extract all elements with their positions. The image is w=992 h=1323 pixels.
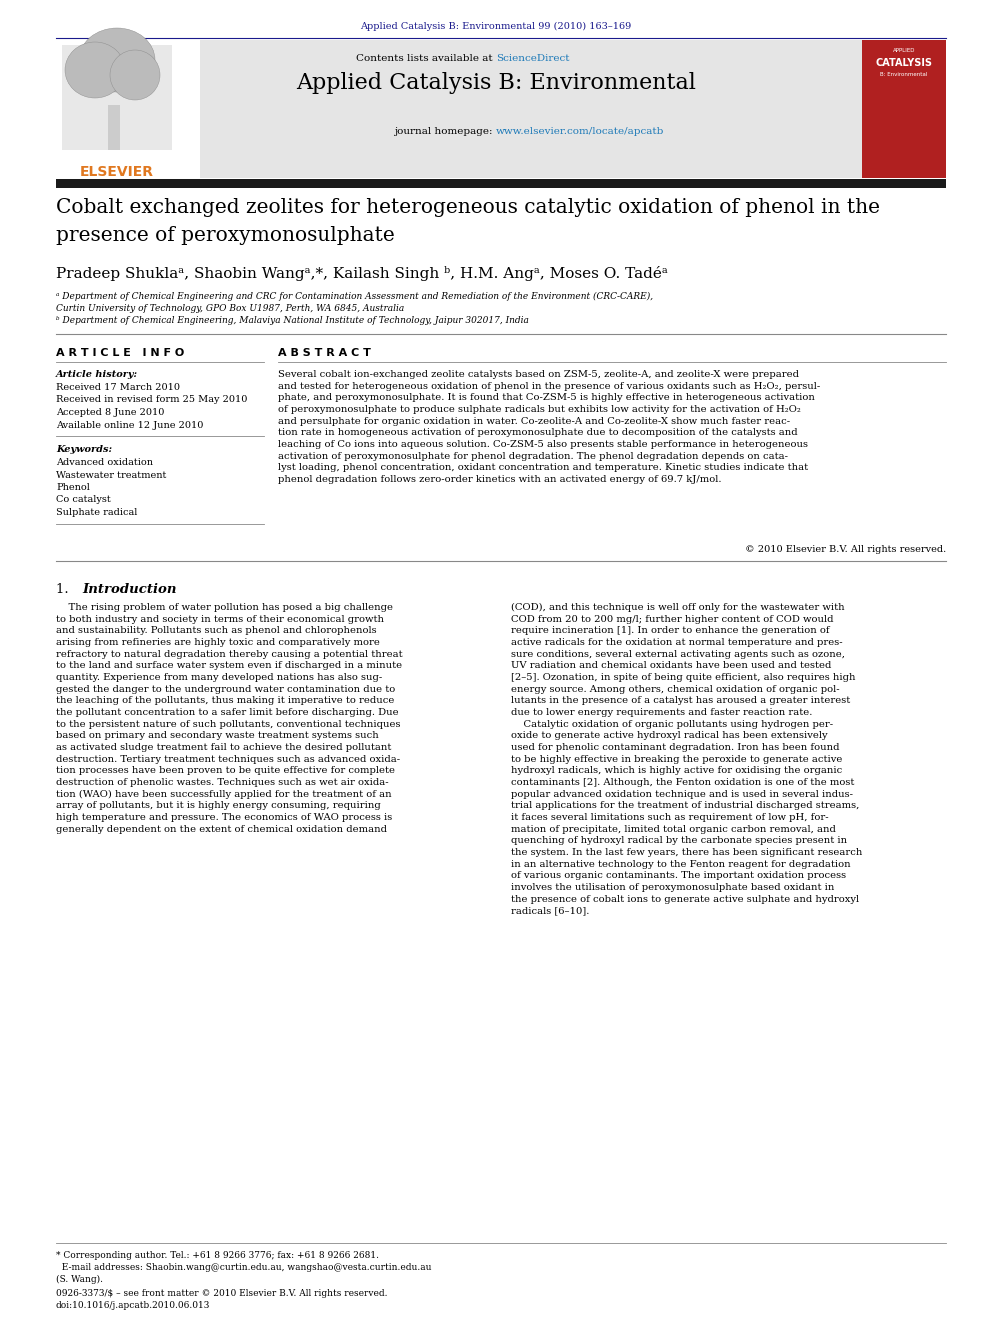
Text: (COD), and this technique is well off only for the wastewater with
COD from 20 t: (COD), and this technique is well off on… — [511, 603, 862, 916]
Text: journal homepage:: journal homepage: — [394, 127, 496, 136]
Text: APPLIED: APPLIED — [893, 48, 916, 53]
Text: Accepted 8 June 2010: Accepted 8 June 2010 — [56, 407, 165, 417]
Bar — [862, 40, 946, 179]
Text: B: Environmental: B: Environmental — [880, 71, 928, 77]
Text: A B S T R A C T: A B S T R A C T — [278, 348, 371, 359]
Text: CATALYSIS: CATALYSIS — [876, 58, 932, 67]
Text: The rising problem of water pollution has posed a big challenge
to both industry: The rising problem of water pollution ha… — [56, 603, 403, 833]
Text: www.elsevier.com/locate/apcatb: www.elsevier.com/locate/apcatb — [496, 127, 665, 136]
Text: presence of peroxymonosulphate: presence of peroxymonosulphate — [56, 226, 395, 245]
Text: ScienceDirect: ScienceDirect — [496, 54, 569, 64]
Text: Several cobalt ion-exchanged zeolite catalysts based on ZSM-5, zeolite-A, and ze: Several cobalt ion-exchanged zeolite cat… — [278, 370, 820, 484]
Text: Applied Catalysis B: Environmental 99 (2010) 163–169: Applied Catalysis B: Environmental 99 (2… — [360, 22, 632, 32]
Text: ᵇ Department of Chemical Engineering, Malaviya National Institute of Technology,: ᵇ Department of Chemical Engineering, Ma… — [56, 316, 529, 325]
Text: E-mail addresses: Shaobin.wang@curtin.edu.au, wangshao@vesta.curtin.edu.au: E-mail addresses: Shaobin.wang@curtin.ed… — [56, 1263, 432, 1271]
Text: ᵃ Department of Chemical Engineering and CRC for Contamination Assessment and Re: ᵃ Department of Chemical Engineering and… — [56, 292, 653, 302]
Text: Applied Catalysis B: Environmental: Applied Catalysis B: Environmental — [296, 71, 696, 94]
Bar — [108, 105, 120, 149]
Text: Wastewater treatment: Wastewater treatment — [56, 471, 167, 479]
Text: Introduction: Introduction — [82, 583, 177, 595]
Text: Article history:: Article history: — [56, 370, 138, 378]
Text: Sulphate radical: Sulphate radical — [56, 508, 137, 517]
Ellipse shape — [79, 28, 155, 93]
Text: A R T I C L E   I N F O: A R T I C L E I N F O — [56, 348, 185, 359]
Ellipse shape — [110, 50, 160, 101]
Text: Received 17 March 2010: Received 17 March 2010 — [56, 382, 180, 392]
Text: ELSEVIER: ELSEVIER — [80, 165, 154, 179]
Text: Keywords:: Keywords: — [56, 445, 112, 454]
Text: Phenol: Phenol — [56, 483, 90, 492]
Text: Received in revised form 25 May 2010: Received in revised form 25 May 2010 — [56, 396, 247, 405]
Bar — [200, 40, 880, 179]
Text: 1.: 1. — [56, 583, 77, 595]
Text: * Corresponding author. Tel.: +61 8 9266 3776; fax: +61 8 9266 2681.: * Corresponding author. Tel.: +61 8 9266… — [56, 1252, 379, 1259]
Text: Pradeep Shuklaᵃ, Shaobin Wangᵃ,*, Kailash Singh ᵇ, H.M. Angᵃ, Moses O. Tadéᵃ: Pradeep Shuklaᵃ, Shaobin Wangᵃ,*, Kailas… — [56, 266, 668, 280]
Text: Cobalt exchanged zeolites for heterogeneous catalytic oxidation of phenol in the: Cobalt exchanged zeolites for heterogene… — [56, 198, 880, 217]
Text: Available online 12 June 2010: Available online 12 June 2010 — [56, 421, 203, 430]
Ellipse shape — [65, 42, 125, 98]
Text: (S. Wang).: (S. Wang). — [56, 1275, 103, 1285]
Text: Co catalyst: Co catalyst — [56, 496, 111, 504]
Text: Advanced oxidation: Advanced oxidation — [56, 458, 153, 467]
Text: 0926-3373/$ – see front matter © 2010 Elsevier B.V. All rights reserved.: 0926-3373/$ – see front matter © 2010 El… — [56, 1289, 388, 1298]
Text: © 2010 Elsevier B.V. All rights reserved.: © 2010 Elsevier B.V. All rights reserved… — [745, 545, 946, 554]
Bar — [56, 179, 946, 188]
Text: Contents lists available at: Contents lists available at — [356, 54, 496, 64]
Bar — [62, 45, 172, 149]
Bar — [56, 40, 200, 179]
Text: doi:10.1016/j.apcatb.2010.06.013: doi:10.1016/j.apcatb.2010.06.013 — [56, 1301, 210, 1310]
Text: Curtin University of Technology, GPO Box U1987, Perth, WA 6845, Australia: Curtin University of Technology, GPO Box… — [56, 304, 405, 314]
